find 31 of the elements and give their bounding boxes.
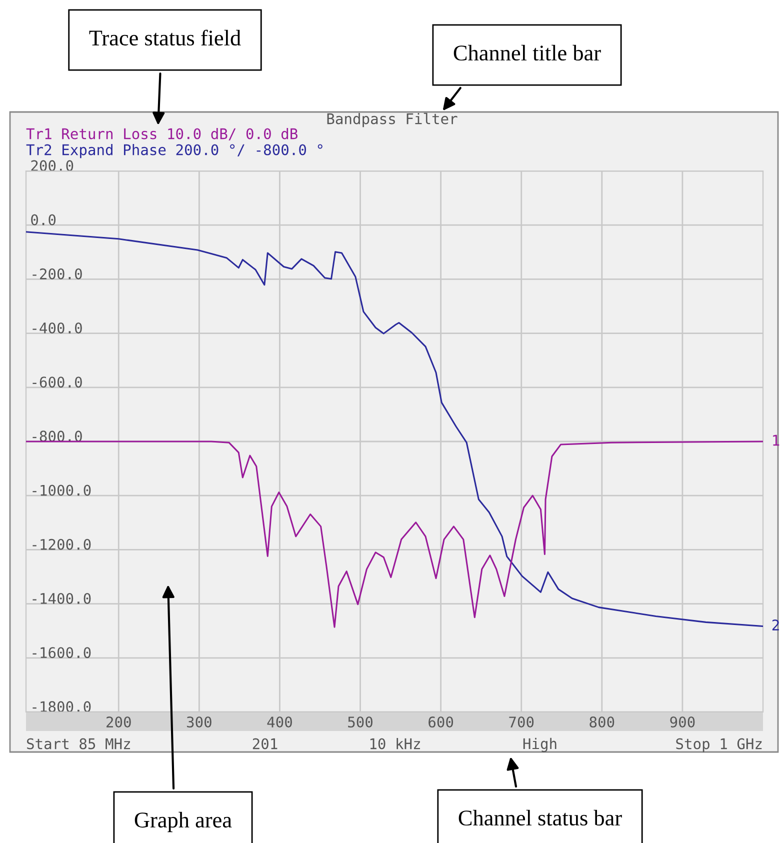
x-tick-label: 900 [670,716,695,728]
y-tick-label: -200.0 [32,268,82,280]
text: Channel title bar [454,44,601,61]
text: Stop 1 GHz [676,738,762,752]
text: Start 85 MHz [26,738,130,750]
y-tick-label: -1000.0 [32,484,91,496]
text: Trace status field [89,30,241,46]
y-tick-label: -800.0 [32,430,82,442]
text: Graph area [134,812,232,832]
x-tick-label: 600 [428,716,454,728]
chart-title: Bandpass Filter [327,112,458,128]
y-tick-label: -1200.0 [32,538,91,550]
x-tick-label: 800 [590,716,614,728]
x-tick-label: 200 [106,716,131,728]
text: Tr1 Return Loss 10.0 dB/ 0.0 dB [26,128,298,140]
text: High [523,738,556,752]
y-tick-label: 0.0 [31,214,56,226]
annotation: 2 [772,619,779,630]
text: Channel status bar [458,810,622,826]
text: Tr2 Expand Phase 200.0 °/ -800.0 ° [26,144,322,158]
y-tick-label: -400.0 [32,322,82,334]
annotation: 1 [773,434,780,446]
x-tick-label: 400 [267,716,292,728]
text: 201 [252,738,278,750]
text: 10 kHz [370,738,420,750]
x-tick-label: 300 [186,716,212,728]
y-tick-label: -1400.0 [32,592,91,604]
x-tick-label: 700 [509,716,534,728]
x-tick-label: 500 [348,716,372,728]
y-tick-label: -1600.0 [32,647,91,658]
y-tick-label: -600.0 [32,376,82,388]
